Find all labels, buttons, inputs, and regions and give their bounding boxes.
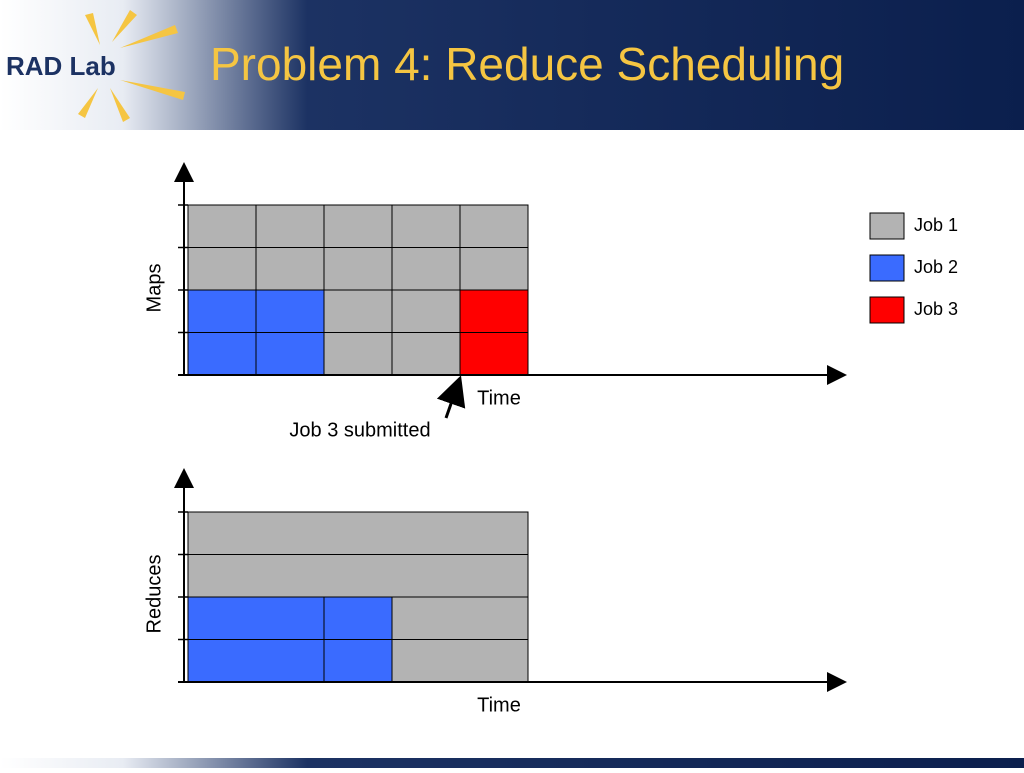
cell <box>255 332 325 376</box>
cell <box>391 596 529 640</box>
y-label: Maps <box>143 264 165 313</box>
header-band <box>0 0 1024 130</box>
logo: RAD Lab <box>6 51 116 81</box>
legend-swatch <box>869 296 905 324</box>
annotation: Job 3 submitted <box>289 419 430 441</box>
cell <box>323 639 393 683</box>
title: Problem 4: Reduce Scheduling <box>210 38 844 90</box>
cell <box>323 289 393 333</box>
cell <box>391 289 461 333</box>
legend-label: Job 3 <box>914 299 958 319</box>
cell <box>459 289 529 333</box>
cell <box>187 639 325 683</box>
cell <box>459 332 529 376</box>
cell <box>187 332 257 376</box>
cell <box>255 204 325 248</box>
cell <box>255 289 325 333</box>
cell <box>391 247 461 291</box>
cell <box>323 332 393 376</box>
cell <box>187 247 257 291</box>
cell <box>187 596 325 640</box>
cell <box>323 247 393 291</box>
cell <box>323 204 393 248</box>
arrow <box>436 375 466 419</box>
cell <box>391 204 461 248</box>
cell <box>459 247 529 291</box>
cell <box>187 204 257 248</box>
legend-swatch <box>869 254 905 282</box>
cell <box>459 204 529 248</box>
x-label: Time <box>477 694 521 716</box>
y-label: Reduces <box>143 555 165 634</box>
cell <box>255 247 325 291</box>
cell <box>323 596 393 640</box>
legend-label: Job 1 <box>914 215 958 235</box>
cell <box>187 554 529 598</box>
cell <box>187 511 529 555</box>
footer-band <box>0 758 1024 768</box>
logo-rays <box>78 10 185 122</box>
cell <box>187 289 257 333</box>
x-label: Time <box>477 387 521 409</box>
cell <box>391 639 529 683</box>
legend-label: Job 2 <box>914 257 958 277</box>
legend-swatch <box>869 212 905 240</box>
cell <box>391 332 461 376</box>
